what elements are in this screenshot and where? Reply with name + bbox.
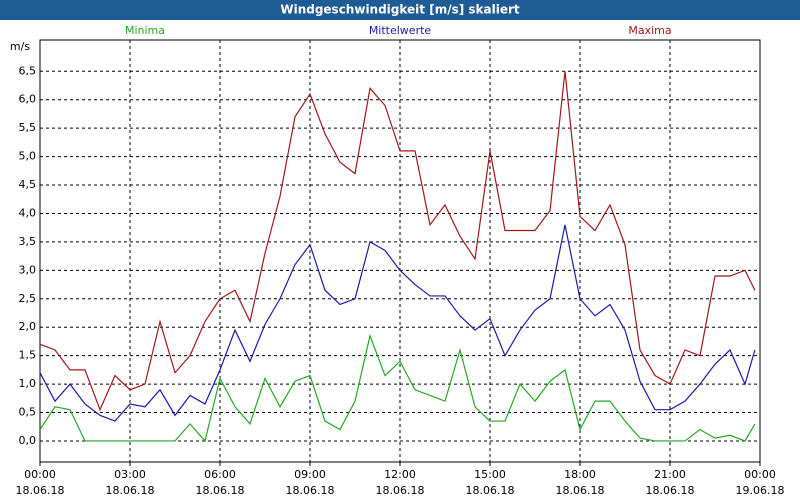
y-tick-label: 1,5 <box>19 349 37 362</box>
y-tick-label: 6,5 <box>19 64 37 77</box>
x-tick-label: 18:00 <box>564 468 596 481</box>
x-tick-date: 18.06.18 <box>16 484 65 497</box>
x-tick-label: 09:00 <box>294 468 326 481</box>
data-line <box>39 333 756 443</box>
x-tick-label: 21:00 <box>654 468 686 481</box>
legend-label: Mittelwerte <box>369 24 432 37</box>
x-tick-date: 18.06.18 <box>196 484 245 497</box>
chart-title: Windgeschwindigkeit [m/s] skaliert <box>280 3 520 17</box>
data-line <box>39 224 756 422</box>
x-tick-label: 12:00 <box>384 468 416 481</box>
legend-label: Minima <box>125 24 165 37</box>
y-tick-label: 6,0 <box>19 93 37 106</box>
x-tick-date: 19.06.18 <box>736 484 785 497</box>
x-tick-label: 06:00 <box>204 468 236 481</box>
x-tick-label: 00:00 <box>744 468 776 481</box>
x-tick-date: 18.06.18 <box>106 484 155 497</box>
y-tick-label: 3,5 <box>19 235 37 248</box>
y-tick-label: 5,5 <box>19 121 37 134</box>
title-bar <box>0 0 800 20</box>
x-tick-date: 18.06.18 <box>376 484 425 497</box>
x-tick-date: 18.06.18 <box>286 484 335 497</box>
y-tick-label: 3,0 <box>19 263 37 276</box>
x-tick-label: 15:00 <box>474 468 506 481</box>
x-tick-date: 18.06.18 <box>466 484 515 497</box>
y-tick-label: 4,5 <box>19 178 37 191</box>
y-tick-label: 2,0 <box>19 320 37 333</box>
x-tick-date: 18.06.18 <box>556 484 605 497</box>
x-tick-label: 03:00 <box>114 468 146 481</box>
x-tick-label: 00:00 <box>24 468 56 481</box>
x-tick-date: 18.06.18 <box>646 484 695 497</box>
y-tick-label: 5,0 <box>19 150 37 163</box>
data-line <box>39 71 756 412</box>
y-tick-label: 4,0 <box>19 206 37 219</box>
legend-label: Maxima <box>628 24 671 37</box>
y-tick-label: 0,0 <box>19 434 37 447</box>
y-tick-label: 2,5 <box>19 292 37 305</box>
y-tick-label: 0,5 <box>19 406 37 419</box>
y-tick-label: 1,0 <box>19 377 37 390</box>
y-axis-label: m/s <box>10 40 30 53</box>
